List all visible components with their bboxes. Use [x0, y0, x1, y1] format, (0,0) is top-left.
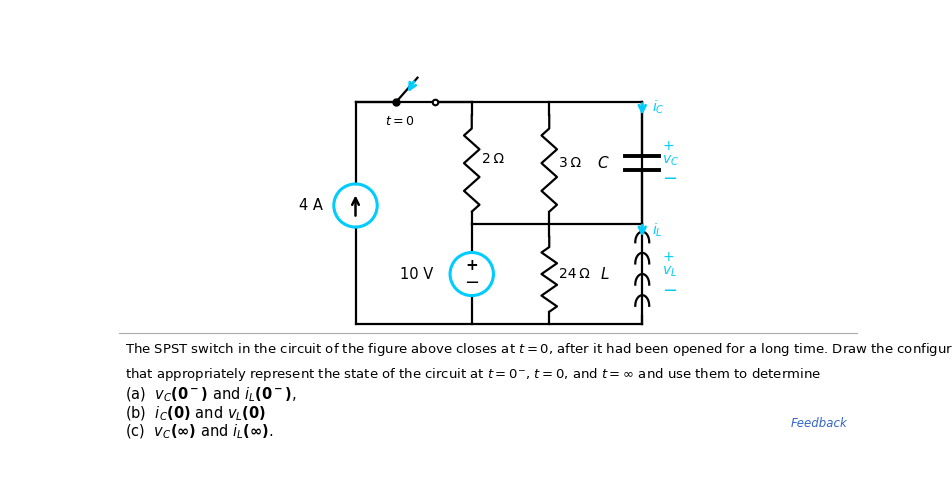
Text: 2 Ω: 2 Ω [482, 152, 504, 166]
Text: +: + [465, 258, 478, 273]
Text: Feedback: Feedback [790, 417, 846, 431]
Text: −: − [662, 169, 677, 187]
Text: 3 Ω: 3 Ω [559, 156, 581, 170]
Text: 4 A: 4 A [299, 198, 323, 213]
Text: $v_C$: $v_C$ [662, 154, 679, 168]
Text: (c)  $v_C\mathbf{(\infty)}$ and $i_L\mathbf{(\infty)}$.: (c) $v_C\mathbf{(\infty)}$ and $i_L\math… [126, 423, 273, 441]
Text: $i_L$: $i_L$ [651, 222, 662, 239]
Text: +: + [662, 250, 673, 264]
Text: (b)  $i_C\mathbf{(0)}$ and $v_L\mathbf{(0)}$: (b) $i_C\mathbf{(0)}$ and $v_L\mathbf{(0… [126, 404, 267, 423]
Text: −: − [464, 274, 479, 292]
Text: 24 Ω: 24 Ω [559, 267, 589, 281]
Text: The SPST switch in the circuit of the figure above closes at $t = 0$, after it h: The SPST switch in the circuit of the fi… [126, 341, 952, 358]
Text: $t = 0$: $t = 0$ [385, 114, 414, 128]
Text: 10 V: 10 V [399, 266, 432, 281]
Text: −: − [662, 282, 677, 300]
Text: $L$: $L$ [600, 266, 609, 282]
Text: $v_L$: $v_L$ [662, 264, 677, 279]
Text: (a)  $v_C\mathbf{(0^-)}$ and $i_L\mathbf{(0^-)}$,: (a) $v_C\mathbf{(0^-)}$ and $i_L\mathbf{… [126, 386, 297, 404]
Text: $i_C$: $i_C$ [651, 99, 664, 116]
Text: +: + [662, 139, 673, 153]
Text: $C$: $C$ [597, 155, 609, 171]
Text: that appropriately represent the state of the circuit at $t = 0^{-}$, $t = 0$, a: that appropriately represent the state o… [126, 366, 821, 383]
